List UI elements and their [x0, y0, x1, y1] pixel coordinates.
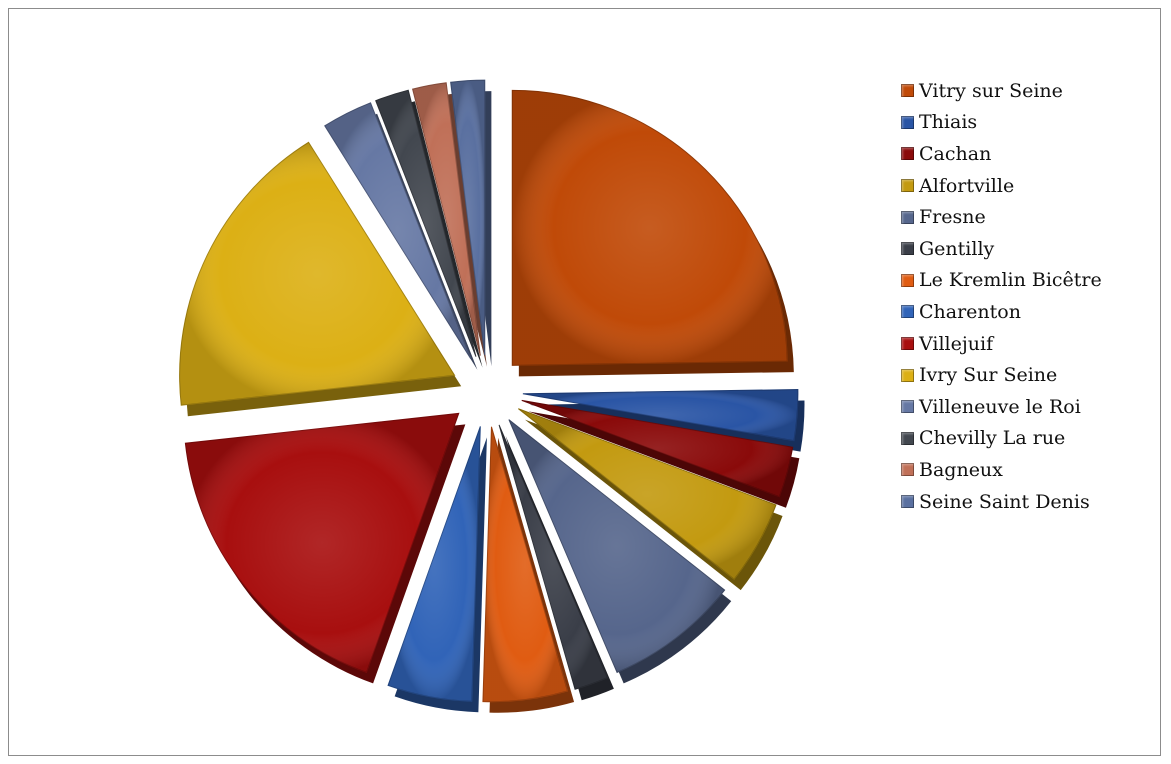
pie-slice-sheen-villeneuve-le-roi	[324, 102, 471, 359]
legend-item-alfortville: Alfortville	[901, 170, 1102, 202]
legend-item-gentilly: Gentilly	[901, 233, 1102, 265]
legend-swatch	[901, 115, 914, 129]
legend-item-charenton: Charenton	[901, 296, 1102, 328]
legend-swatch	[901, 400, 914, 414]
legend-swatch	[901, 273, 914, 287]
legend-label: Gentilly	[919, 237, 995, 260]
pie-slice-sheen-alfortville	[518, 408, 776, 580]
pie-slice-sheen-le-kremlin-bicetre	[482, 426, 568, 702]
pie-slice-sheen-villejuif	[185, 413, 459, 673]
legend-item-le-kremlin-bicetre: Le Kremlin Bicêtre	[901, 265, 1102, 297]
legend-swatch	[901, 495, 914, 509]
legend-label: Villeneuve le Roi	[919, 395, 1081, 418]
pie-slices	[179, 79, 805, 713]
legend-item-vitry-sur-seine: Vitry sur Seine	[901, 75, 1102, 107]
legend-swatch	[901, 463, 914, 477]
legend-item-villejuif: Villejuif	[901, 328, 1102, 360]
pie-slice-sheen-gentilly	[499, 424, 608, 690]
legend-item-villeneuve-le-roi: Villeneuve le Roi	[901, 391, 1102, 423]
pie-slice-sheen-bagneux	[412, 82, 481, 356]
legend-item-ivry-sur-seine: Ivry Sur Seine	[901, 359, 1102, 391]
legend-swatch	[901, 147, 914, 161]
pie-slice-sheen-charenton	[388, 426, 481, 702]
pie-slice-sheen-thiais	[522, 389, 798, 441]
legend-swatch	[901, 337, 914, 351]
legend-label: Thiais	[919, 111, 978, 134]
pie-slice-sheen-ivry-sur-seine	[179, 142, 455, 406]
legend-swatch	[901, 210, 914, 224]
legend-label: Chevilly La rue	[919, 427, 1066, 450]
legend-label: Alfortville	[919, 174, 1015, 197]
legend-item-cachan: Cachan	[901, 138, 1102, 170]
legend-label: Fresne	[919, 206, 986, 229]
pie-slice-sheen-vitry-sur-seine	[512, 90, 788, 366]
legend-swatch	[901, 368, 914, 382]
legend-label: Villejuif	[919, 332, 994, 355]
legend-label: Charenton	[919, 300, 1021, 323]
pie-slice-sheen-chevilly-la-rue	[375, 90, 476, 357]
legend-label: Cachan	[919, 142, 992, 165]
pie-slice-sheen-seine-saint-denis	[450, 80, 485, 356]
pie-slice-depth-cachan	[528, 411, 800, 508]
legend-swatch	[901, 84, 914, 98]
legend-label: Ivry Sur Seine	[919, 364, 1058, 387]
chart-legend: Vitry sur Seine Thiais Cachan Alfortville Fr…	[901, 75, 1102, 517]
legend-label: Bagneux	[919, 458, 1003, 481]
legend-swatch	[901, 305, 914, 319]
legend-label: Seine Saint Denis	[919, 490, 1090, 513]
legend-item-thiais: Thiais	[901, 107, 1102, 139]
legend-item-seine-saint-denis: Seine Saint Denis	[901, 486, 1102, 518]
chart-frame: Vitry sur Seine Thiais Cachan Alfortville Fr…	[8, 8, 1161, 756]
pie-slice-sheen-fresne	[508, 419, 725, 673]
legend-label: Le Kremlin Bicêtre	[919, 269, 1102, 292]
legend-label: Vitry sur Seine	[919, 79, 1063, 102]
legend-item-bagneux: Bagneux	[901, 454, 1102, 486]
legend-item-chevilly-la-rue: Chevilly La rue	[901, 423, 1102, 455]
legend-item-fresne: Fresne	[901, 201, 1102, 233]
pie-slice-sheen-cachan	[521, 400, 793, 497]
legend-swatch	[901, 179, 914, 193]
pie-chart	[179, 79, 805, 713]
legend-swatch	[901, 431, 914, 445]
legend-swatch	[901, 242, 914, 256]
